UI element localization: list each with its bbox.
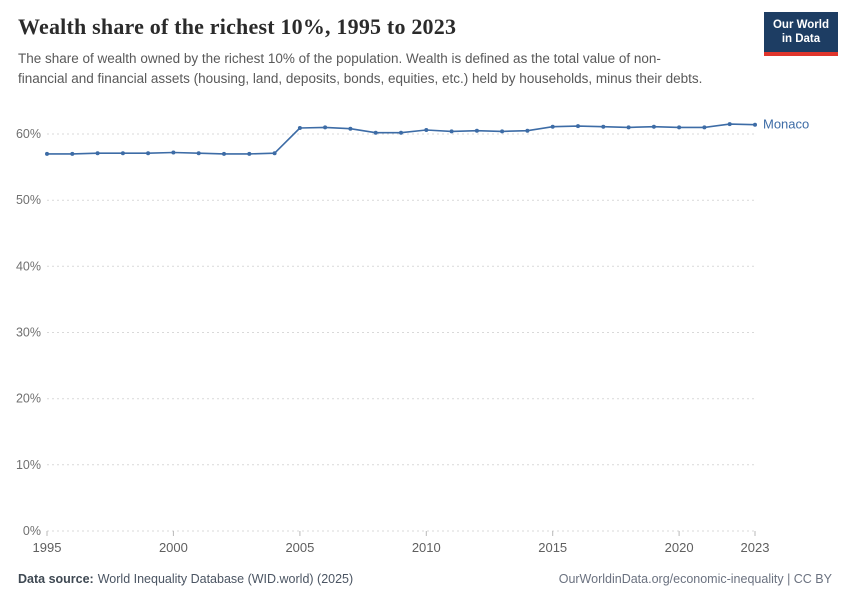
series-end-label[interactable]: Monaco xyxy=(763,117,809,132)
x-axis-label: 2015 xyxy=(538,540,567,555)
x-axis-label: 2020 xyxy=(665,540,694,555)
chart-footer: Data source: World Inequality Database (W… xyxy=(18,572,832,586)
y-axis-label: 60% xyxy=(16,127,41,141)
data-point[interactable] xyxy=(70,151,75,156)
y-axis-label: 40% xyxy=(16,259,41,273)
data-point[interactable] xyxy=(120,151,125,156)
data-point[interactable] xyxy=(500,129,505,134)
data-point[interactable] xyxy=(525,128,530,133)
owid-logo-line2: in Data xyxy=(781,33,821,46)
y-axis-label: 10% xyxy=(16,458,41,472)
data-point[interactable] xyxy=(626,125,631,130)
y-axis-label: 0% xyxy=(23,524,41,538)
x-axis-label: 2010 xyxy=(412,540,441,555)
data-point[interactable] xyxy=(222,151,226,156)
x-axis-label: 2005 xyxy=(285,540,314,555)
data-point[interactable] xyxy=(146,151,151,156)
data-point[interactable] xyxy=(727,122,732,127)
data-point[interactable] xyxy=(373,130,378,135)
data-point[interactable] xyxy=(45,151,49,156)
data-point[interactable] xyxy=(702,125,707,130)
chart-title: Wealth share of the richest 10%, 1995 to… xyxy=(18,14,457,39)
data-point[interactable] xyxy=(399,130,403,135)
owid-logo[interactable]: Our World in Data xyxy=(763,12,838,56)
owid-logo-line1: Our World xyxy=(772,19,829,31)
chart-canvas[interactable]: 0% 10% 20% 30% 40% 50% 60% 1995 2000 2005 2010 2015… xyxy=(0,112,850,567)
data-point[interactable] xyxy=(753,122,757,127)
data-source-label: Data source: xyxy=(18,572,94,586)
data-point[interactable] xyxy=(677,125,682,130)
data-point[interactable] xyxy=(323,125,328,130)
x-axis-label: 2000 xyxy=(159,540,188,555)
data-point[interactable] xyxy=(550,124,555,129)
data-point[interactable] xyxy=(449,129,454,134)
data-source: Data source: World Inequality Database (W… xyxy=(18,572,353,586)
y-axis-label: 50% xyxy=(16,193,41,207)
data-point[interactable] xyxy=(297,126,302,130)
data-point[interactable] xyxy=(474,128,479,133)
footer-rights-link[interactable]: OurWorldinData.org/economic-inequality |… xyxy=(558,572,832,586)
data-point[interactable] xyxy=(601,124,606,129)
data-point[interactable] xyxy=(576,124,580,129)
chart-subtitle: The share of wealth owned by the richest… xyxy=(18,51,703,86)
y-axis-label: 30% xyxy=(16,326,41,340)
series-line-monaco[interactable] xyxy=(46,123,756,155)
data-source-value[interactable]: World Inequality Database (WID.world) (2… xyxy=(97,572,354,586)
data-point[interactable] xyxy=(171,150,176,155)
y-axis-label: 20% xyxy=(16,392,41,406)
data-point[interactable] xyxy=(95,151,100,156)
x-axis-label: 2023 xyxy=(741,540,770,555)
data-point[interactable] xyxy=(651,124,656,129)
data-point[interactable] xyxy=(272,151,277,156)
data-point[interactable] xyxy=(196,151,201,156)
x-axis-label: 1995 xyxy=(33,540,62,555)
data-point[interactable] xyxy=(247,151,252,156)
chart-header: Wealth share of the richest 10%, 1995 to… xyxy=(18,14,740,88)
data-point[interactable] xyxy=(348,126,353,131)
data-point[interactable] xyxy=(424,128,429,132)
